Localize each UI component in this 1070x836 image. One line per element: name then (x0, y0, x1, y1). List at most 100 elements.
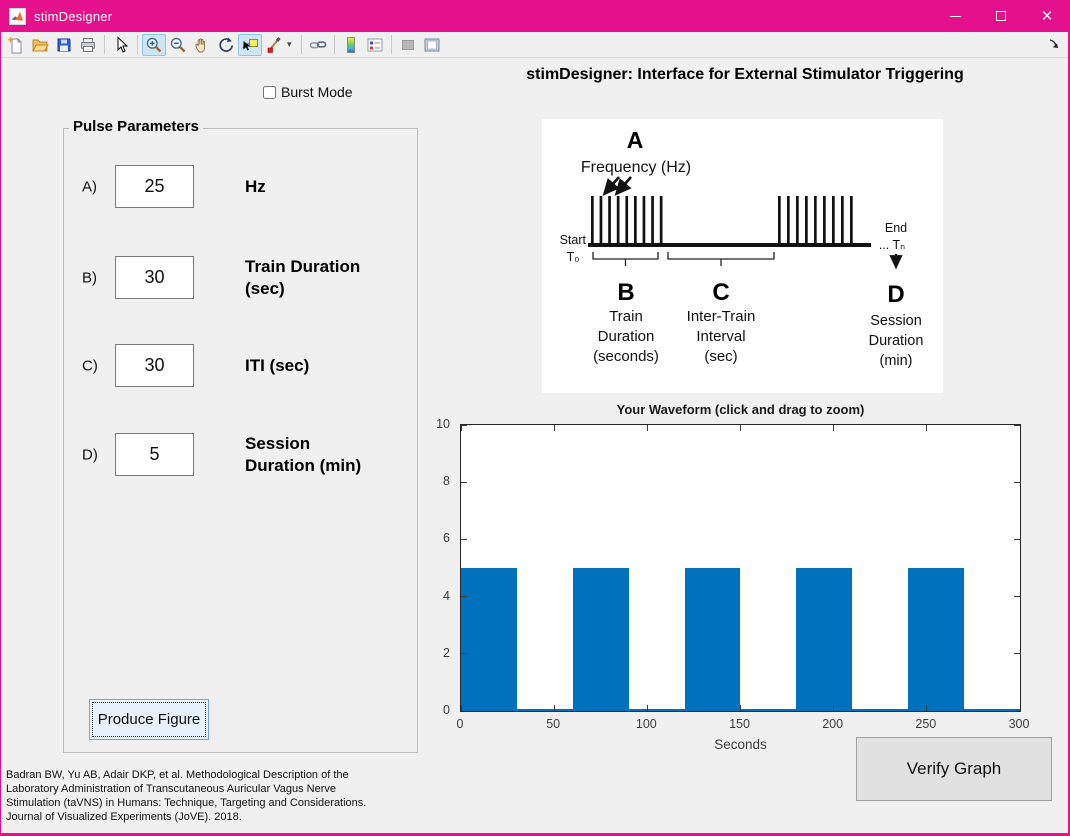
figure-toolbar: ▾ (1, 32, 1068, 58)
y-tick (1014, 596, 1020, 598)
print-figure-icon[interactable] (76, 34, 100, 56)
frequency-input[interactable] (115, 165, 194, 208)
diagram-start-label: Start (560, 233, 587, 247)
maximize-button[interactable] (978, 0, 1024, 32)
diagram-a-caption: Frequency (Hz) (581, 159, 691, 176)
y-tick (1014, 481, 1020, 483)
diagram-baseline (588, 243, 871, 247)
burst-mode-label: Burst Mode (281, 84, 353, 100)
pulse-group-2 (778, 196, 853, 245)
hide-plot-tools-icon[interactable] (396, 34, 420, 56)
y-tick (461, 710, 467, 711)
minimize-button[interactable] (932, 0, 978, 32)
data-cursor-icon[interactable] (238, 33, 262, 56)
rotate-3d-icon[interactable] (214, 34, 238, 56)
x-tick-label: 300 (1008, 717, 1030, 731)
y-tick (1014, 710, 1020, 711)
burst-mode-row: Burst Mode (263, 84, 353, 100)
y-tick (461, 596, 467, 598)
svg-text:Session: Session (870, 313, 922, 329)
diagram-c-label: C (712, 279, 729, 306)
y-tick-label: 4 (443, 588, 450, 603)
link-plot-icon[interactable] (306, 34, 330, 56)
toolbar-separator (391, 35, 392, 54)
brush-dropdown-icon[interactable]: ▾ (287, 39, 292, 49)
toolbar-separator (334, 35, 335, 54)
zoom-out-icon[interactable] (166, 34, 190, 56)
burst-mode-checkbox[interactable] (263, 85, 276, 99)
x-tick-label: 50 (546, 717, 561, 731)
y-tick-label: 6 (443, 531, 450, 546)
y-tick-label: 10 (436, 417, 450, 431)
diagram-b-label: B (617, 279, 634, 306)
open-file-icon[interactable] (28, 34, 52, 56)
param-d-prefix: D) (82, 446, 98, 463)
param-row-c: C) ITI (sec) (64, 344, 417, 387)
x-tick-label: 0 (456, 717, 464, 731)
x-tick (926, 425, 928, 431)
zoom-in-icon[interactable] (142, 33, 166, 56)
window-title: stimDesigner (34, 8, 113, 24)
train-duration-input[interactable] (115, 256, 194, 299)
page-title: stimDesigner: Interface for External Sti… (526, 66, 964, 83)
y-tick (461, 653, 467, 655)
iti-label: ITI (sec) (245, 355, 310, 375)
dock-figure-icon[interactable] (1048, 37, 1060, 55)
edit-cursor-icon[interactable] (109, 34, 133, 56)
x-tick (833, 705, 835, 711)
pulse-parameters-panel: Pulse Parameters A) Hz B) Train Duration… (63, 118, 418, 753)
x-tick (1019, 705, 1020, 711)
y-tick-label: 0 (443, 703, 450, 717)
svg-text:(seconds): (seconds) (593, 348, 659, 365)
y-tick-label: 8 (443, 474, 450, 489)
pulse-group-1 (591, 196, 663, 245)
diagram-d-label: D (887, 281, 904, 308)
diagram-a-label: A (627, 127, 644, 153)
toolbar-separator (301, 35, 302, 54)
pulse-train-diagram: A Frequency (Hz) Start T₀ End ... Tₙ B T… (542, 119, 943, 393)
waveform-plot-area[interactable] (460, 424, 1021, 712)
waveform-train-bar (796, 568, 853, 711)
param-c-prefix: C) (82, 357, 98, 374)
show-plot-tools-icon[interactable] (420, 34, 444, 56)
insert-legend-icon[interactable] (363, 34, 387, 56)
new-figure-icon[interactable] (4, 34, 28, 56)
diagram-brace-c (667, 252, 775, 266)
param-row-b: B) Train Duration(sec) (64, 256, 417, 299)
minimize-icon (949, 15, 961, 17)
close-button[interactable]: × (1041, 5, 1053, 27)
produce-figure-button[interactable]: Produce Figure (89, 699, 209, 740)
x-tick-label: 150 (729, 717, 750, 731)
svg-text:Inter-Train: Inter-Train (687, 308, 756, 325)
insert-colorbar-icon[interactable] (339, 34, 363, 56)
x-tick (646, 705, 648, 711)
y-tick (1014, 425, 1020, 426)
diagram-end-sub: ... Tₙ (879, 238, 905, 252)
x-tick (740, 425, 741, 431)
pan-hand-icon[interactable] (190, 34, 214, 56)
diagram-brace-b (592, 252, 659, 266)
svg-text:Interval: Interval (696, 328, 745, 345)
x-tick (461, 425, 462, 431)
session-duration-input[interactable] (115, 433, 194, 476)
param-a-prefix: A) (82, 178, 97, 195)
save-figure-icon[interactable] (52, 34, 76, 56)
y-tick (461, 425, 467, 426)
waveform-train-bar (684, 568, 741, 711)
toolbar-separator (104, 35, 105, 54)
param-row-a: A) Hz (64, 165, 417, 208)
verify-graph-button[interactable]: Verify Graph (856, 737, 1052, 801)
y-tick (1014, 653, 1020, 655)
x-tick (646, 425, 648, 431)
waveform-x-axis-title: Seconds (714, 737, 767, 752)
iti-input[interactable] (115, 344, 194, 387)
title-bar: stimDesigner × (0, 0, 1070, 32)
waveform-y-axis-labels: 0 2 4 6 8 10 (410, 417, 454, 717)
waveform-train-bar (572, 568, 629, 711)
brush-data-icon[interactable] (262, 34, 286, 56)
svg-text:(min): (min) (879, 353, 912, 369)
maximize-icon (996, 11, 1006, 21)
x-tick-label: 250 (915, 717, 937, 731)
